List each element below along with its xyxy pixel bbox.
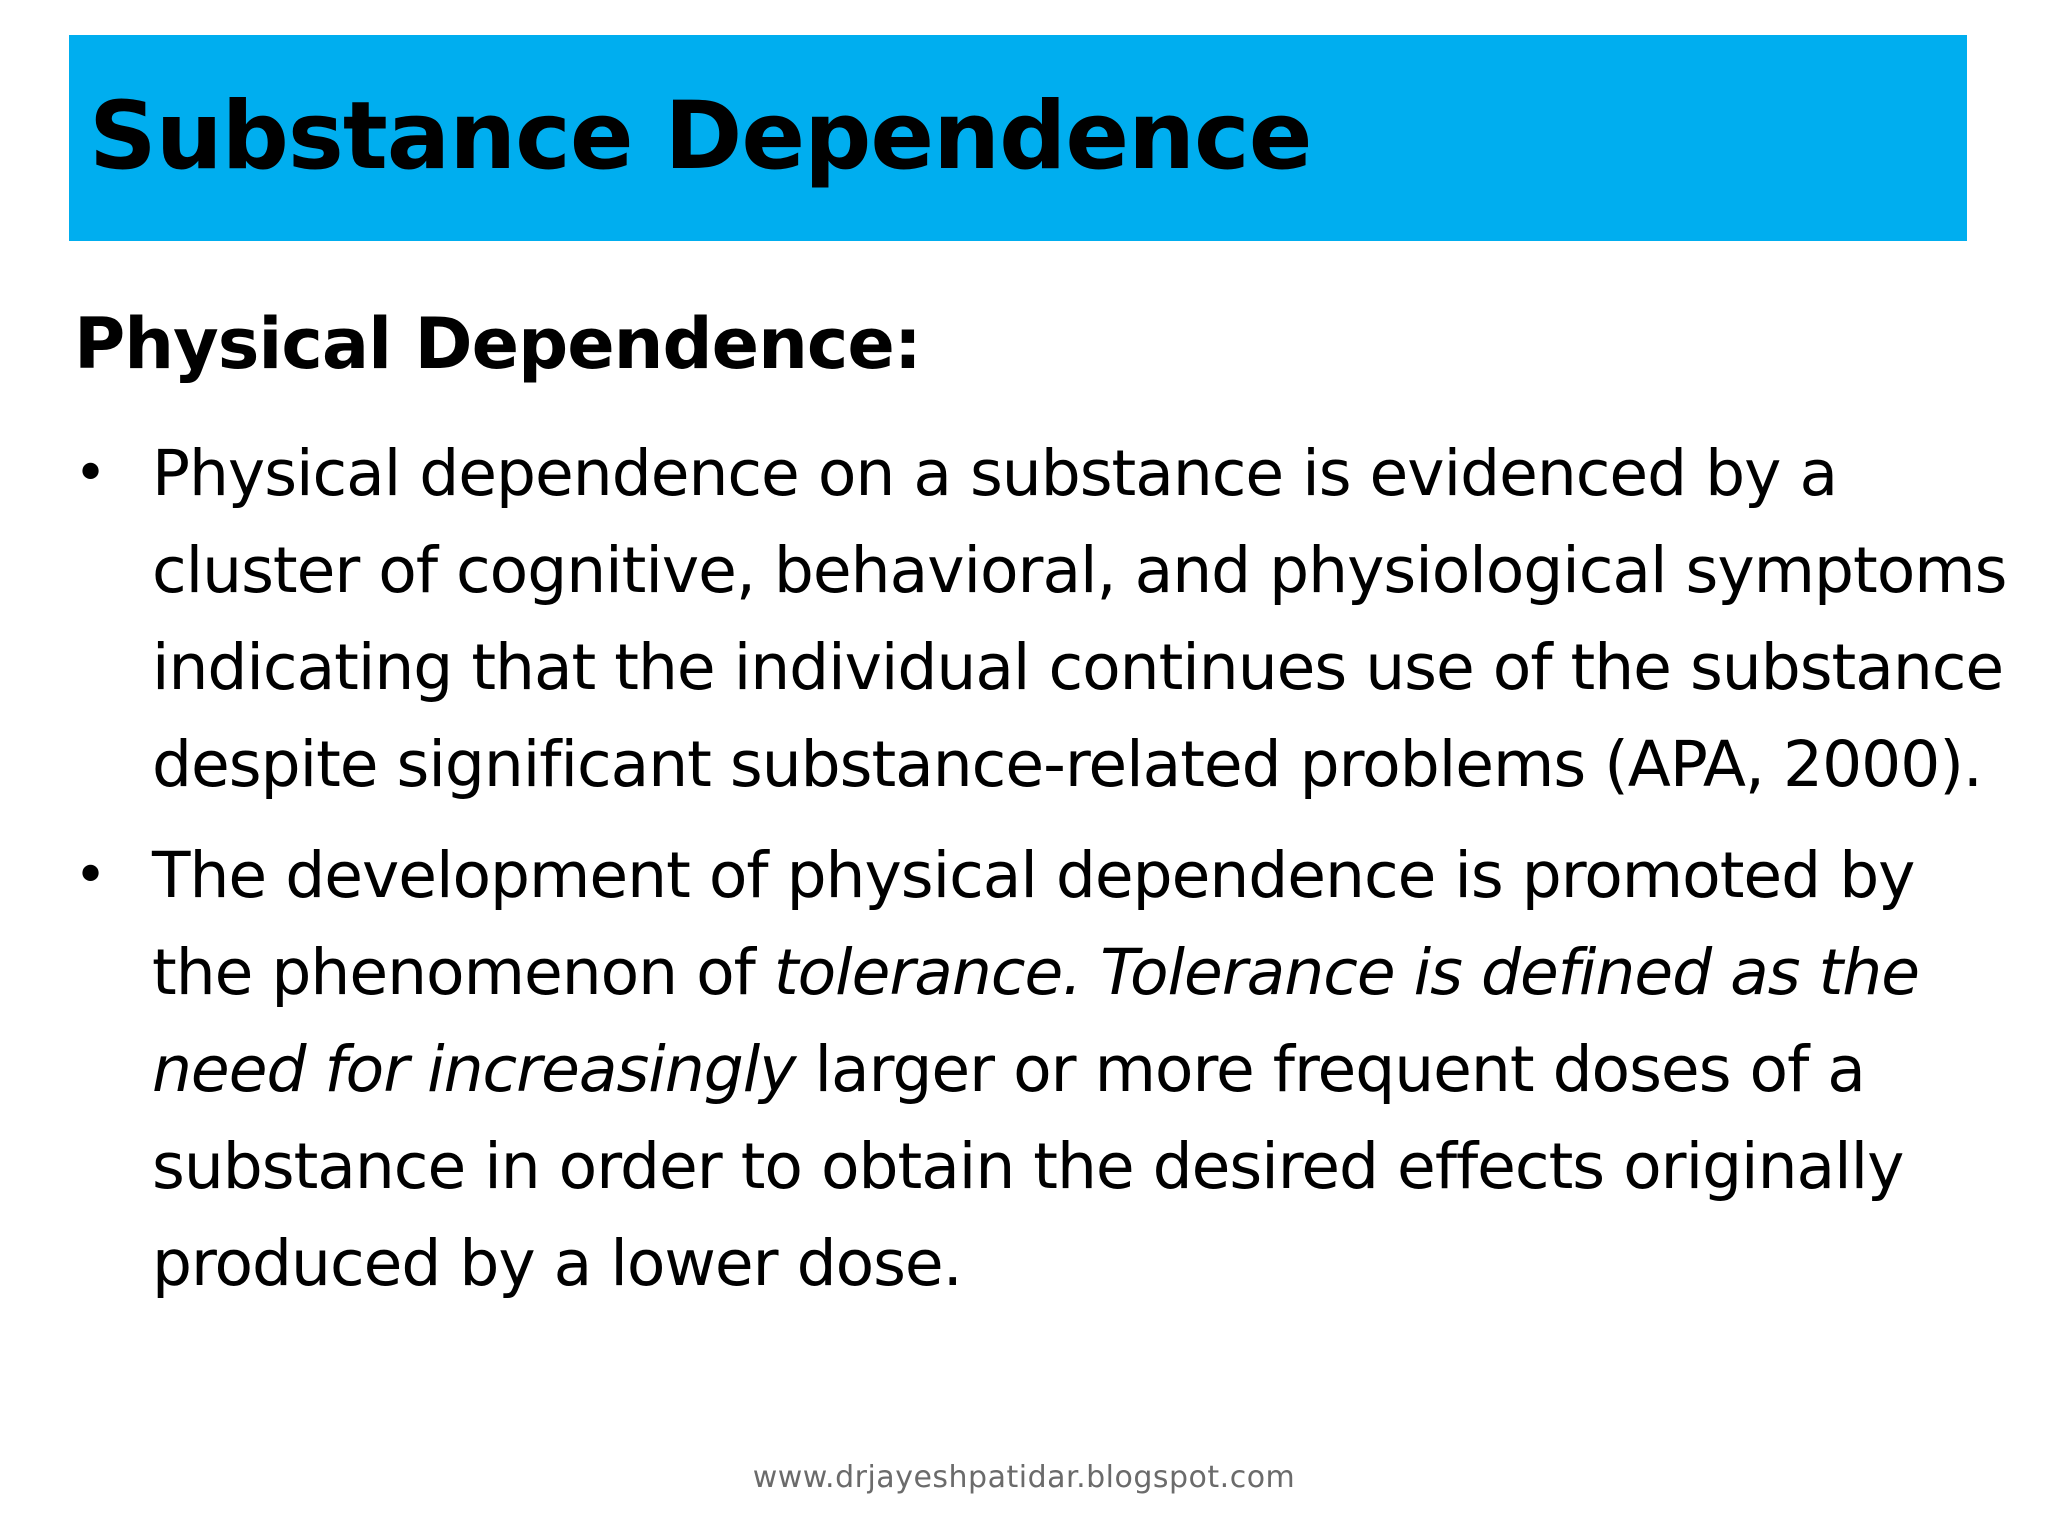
bullet-text-1: Physical dependence on a substance is ev…: [152, 437, 2007, 801]
bullet-dot-icon: •: [74, 843, 107, 908]
bullet-text-2-part2: larger or more frequent doses of a subst…: [152, 1033, 1904, 1300]
bullet-dot-icon: •: [74, 441, 107, 506]
bullet-item-2: • The development of physical dependence…: [74, 827, 2014, 1312]
slide-title: Substance Dependence: [89, 82, 1313, 191]
footer-url: www.drjayeshpatidar.blogspot.com: [752, 1460, 1296, 1495]
title-bar: Substance Dependence: [69, 35, 1967, 241]
subheading: Physical Dependence:: [74, 303, 922, 385]
bullet-list: • Physical dependence on a substance is …: [74, 425, 2014, 1312]
bullet-text-2: The development of physical dependence i…: [152, 827, 2014, 1312]
bullet-item-1: • Physical dependence on a substance is …: [74, 425, 2014, 813]
bullet-text-2-part1: The development of physical dependence i…: [152, 839, 1915, 1009]
bullet-text-2-italic: tolerance. Tolerance is defined as the n…: [152, 936, 1920, 1106]
